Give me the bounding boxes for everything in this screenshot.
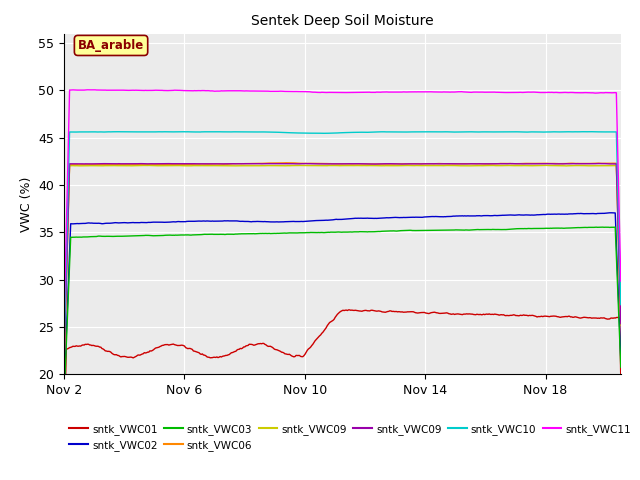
Text: BA_arable: BA_arable <box>78 39 144 52</box>
Legend: sntk_VWC01, sntk_VWC02, sntk_VWC03, sntk_VWC06, sntk_VWC09, sntk_VWC09, sntk_VWC: sntk_VWC01, sntk_VWC02, sntk_VWC03, sntk… <box>69 424 631 451</box>
Y-axis label: VWC (%): VWC (%) <box>20 176 33 232</box>
Title: Sentek Deep Soil Moisture: Sentek Deep Soil Moisture <box>251 14 434 28</box>
